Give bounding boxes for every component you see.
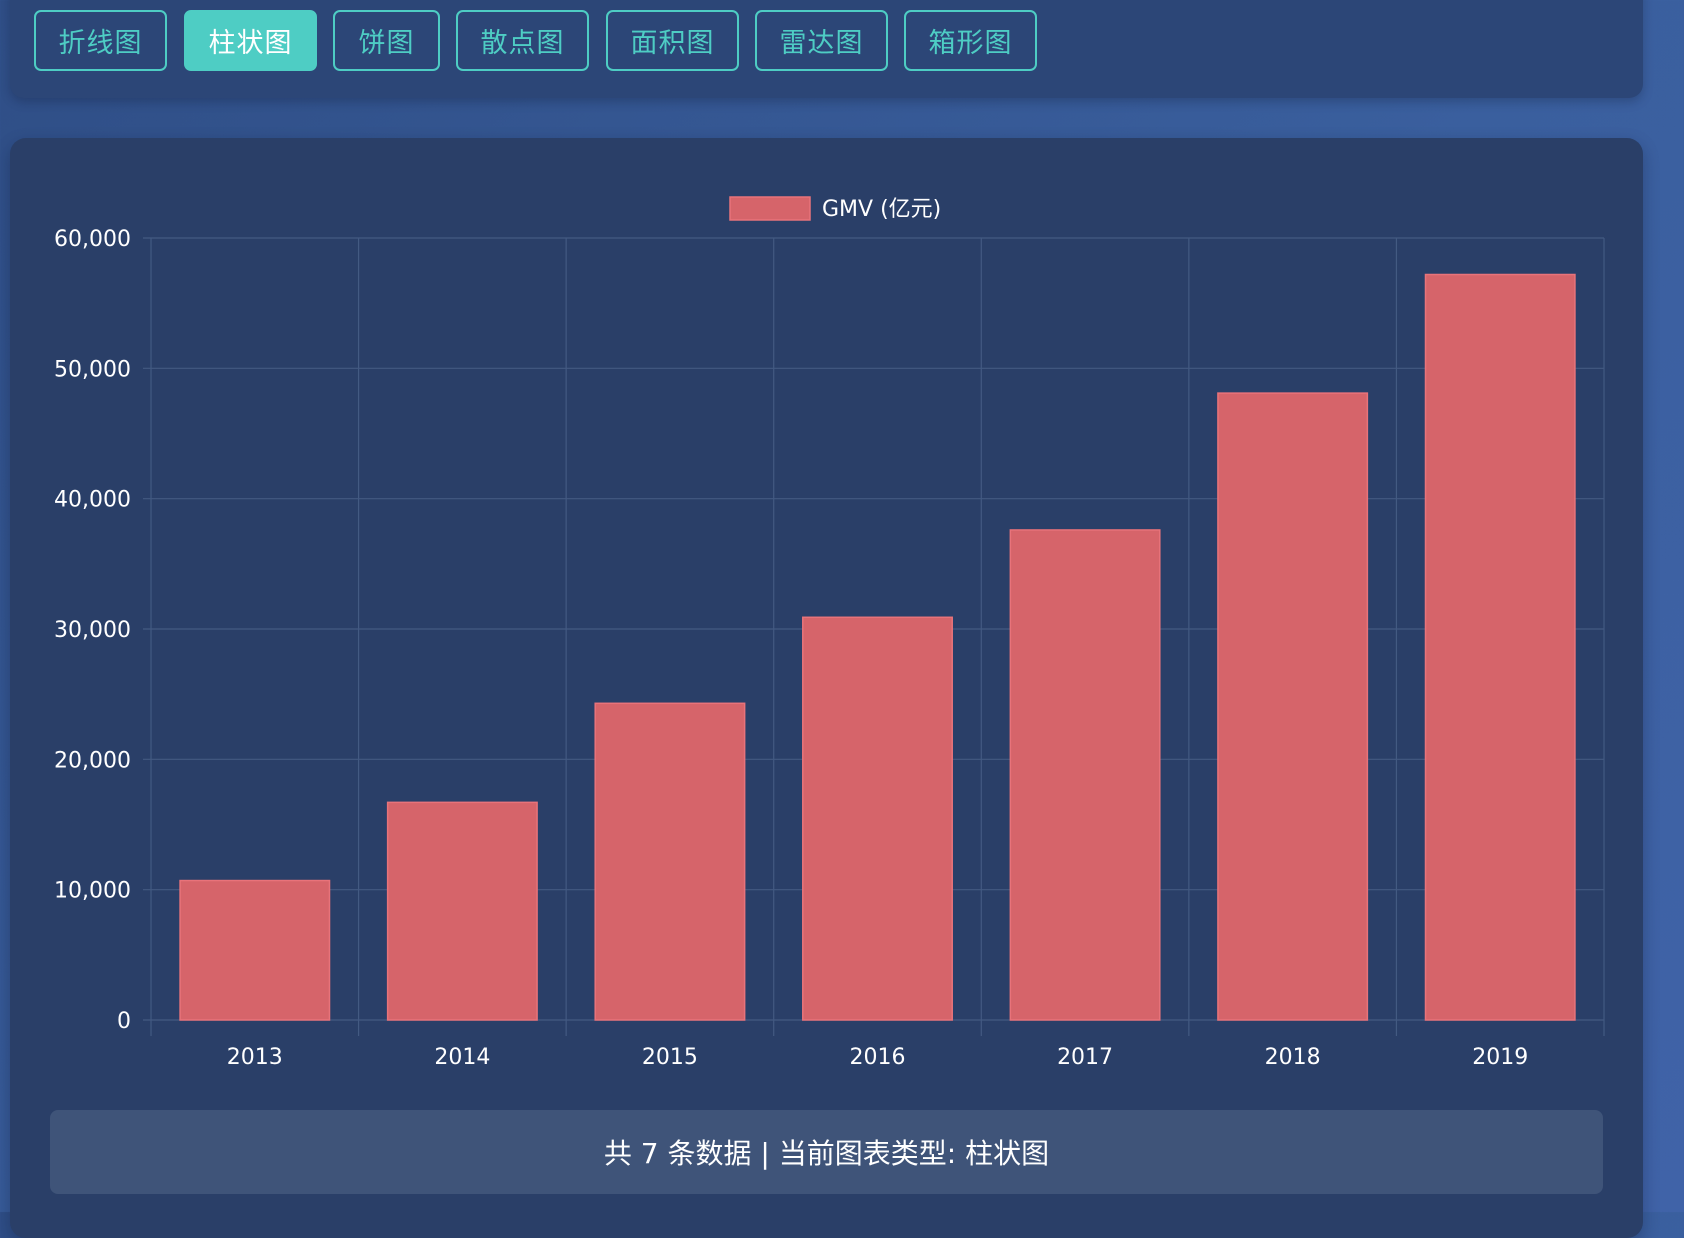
x-tick-label: 2013 [227,1045,283,1070]
x-tick-label: 2014 [434,1045,490,1070]
chart-panel: 0 10,000 20,000 30,000 40,000 50,000 60,000 201… [10,138,1643,1238]
chart-type-toolbar: 折线图 柱状图 饼图 散点图 面积图 雷达图 箱形图 [10,0,1643,98]
data-summary-bar: 共 7 条数据 | 当前图表类型: 柱状图 [50,1110,1603,1194]
legend-swatch [729,196,811,221]
bar [802,616,953,1021]
data-summary-text: 共 7 条数据 | 当前图表类型: 柱状图 [603,1137,1050,1170]
x-tick-label: 2015 [642,1045,698,1070]
x-tick-label: 2018 [1265,1045,1321,1070]
y-tick-label: 10,000 [54,879,131,904]
y-tick-label: 60,000 [54,227,131,252]
y-tick-label: 20,000 [54,748,131,773]
tab-bar-chart[interactable]: 柱状图 [184,10,317,71]
tab-line-chart[interactable]: 折线图 [34,10,167,71]
tab-radar-chart[interactable]: 雷达图 [755,10,888,71]
tab-scatter-chart[interactable]: 散点图 [456,10,589,71]
x-tick-label: 2017 [1057,1045,1113,1070]
bar [594,702,746,1021]
bar [1424,273,1576,1021]
bar-chart: 0 10,000 20,000 30,000 40,000 50,000 60,000 201… [54,196,1605,1070]
x-tick-label: 2019 [1472,1045,1528,1070]
bar [1009,529,1161,1021]
bar [1217,392,1369,1021]
tab-area-chart[interactable]: 面积图 [606,10,739,71]
tab-pie-chart[interactable]: 饼图 [333,10,440,71]
y-tick-label: 0 [117,1009,131,1034]
y-tick-label: 40,000 [54,488,131,513]
bar [179,879,331,1021]
y-tick-label: 30,000 [54,618,131,643]
y-tick-label: 50,000 [54,357,131,382]
legend-label: GMV (亿元) [822,197,941,222]
x-tick-label: 2016 [850,1045,906,1070]
bar [386,801,538,1021]
tab-box-chart[interactable]: 箱形图 [904,10,1037,71]
